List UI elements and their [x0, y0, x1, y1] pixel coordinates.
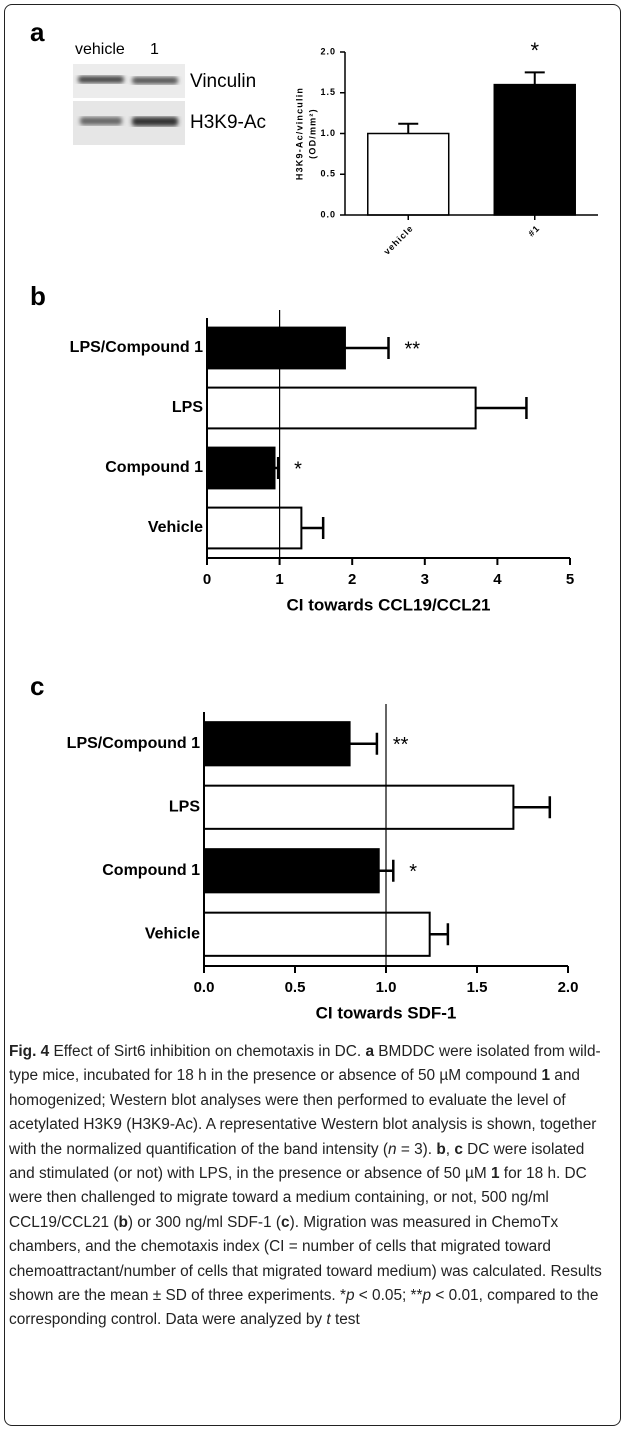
- category-label: Compound 1: [105, 459, 203, 476]
- significance-mark: **: [393, 734, 409, 756]
- caption-run: 1: [491, 1165, 500, 1182]
- bar: [207, 328, 345, 369]
- caption-run: = 3).: [397, 1141, 437, 1158]
- caption-run: c: [281, 1214, 290, 1231]
- caption-run: b: [436, 1141, 445, 1158]
- figure-caption: Fig. 4 Effect of Sirt6 inhibition on che…: [9, 1040, 613, 1333]
- caption-run: < 0.05; **: [355, 1287, 423, 1304]
- x-axis-label: CI towards SDF-1: [316, 1003, 457, 1022]
- y-tick-label: 2.0: [320, 46, 336, 56]
- bar: [368, 134, 449, 216]
- y-axis-label: H3K9-Ac/vinculin: [294, 87, 304, 180]
- significance-mark: *: [530, 38, 539, 63]
- blot-band: [80, 117, 122, 125]
- x-tick-label: 5: [566, 571, 574, 588]
- figure-panels: a b c vehicle 1 Vinculin H3K9-Ac 0.0 0.5 1…: [0, 0, 627, 1035]
- category-label: LPS: [172, 399, 203, 416]
- caption-run: test: [331, 1311, 360, 1328]
- bar: [204, 913, 430, 956]
- significance-mark: *: [409, 861, 417, 883]
- panel-label: b: [30, 281, 46, 311]
- category-label: LPS: [169, 798, 200, 815]
- panel-label: c: [30, 671, 44, 701]
- blot-lane-label: vehicle: [75, 41, 125, 58]
- bar: [204, 786, 513, 829]
- blot-band: [78, 76, 124, 83]
- y-tick-label: 0.0: [320, 209, 336, 219]
- caption-run: 1: [541, 1067, 550, 1084]
- significance-mark: *: [294, 458, 302, 480]
- blot-lane-label: 1: [150, 41, 159, 58]
- x-tick-label: #1: [526, 223, 542, 239]
- category-label: Compound 1: [102, 862, 200, 879]
- blot-band-label: Vinculin: [190, 71, 256, 92]
- caption-run: c: [454, 1141, 463, 1158]
- caption-run: Effect of Sirt6 inhibition on chemotaxis…: [49, 1043, 365, 1060]
- category-label: Vehicle: [145, 925, 200, 942]
- figure-page: a b c vehicle 1 Vinculin H3K9-Ac 0.0 0.5 1…: [0, 0, 627, 1432]
- x-tick-label: 2.0: [558, 979, 579, 996]
- caption-run: ) or 300 ng/ml SDF-1 (: [128, 1214, 281, 1231]
- y-tick-label: 1.5: [320, 87, 336, 97]
- category-label: LPS/Compound 1: [67, 735, 200, 752]
- x-tick-label: 1.5: [467, 979, 488, 996]
- category-label: LPS/Compound 1: [70, 339, 203, 356]
- bar: [204, 722, 350, 765]
- blot-band: [132, 77, 178, 84]
- x-tick-label: 0: [203, 571, 211, 588]
- caption-run: b: [119, 1214, 128, 1231]
- bar: [494, 85, 575, 215]
- blot-band: [132, 117, 178, 126]
- caption-run: p: [423, 1287, 432, 1304]
- caption-run: n: [388, 1141, 397, 1158]
- category-label: Vehicle: [148, 519, 203, 536]
- x-tick-label: vehicle: [382, 223, 416, 257]
- x-tick-label: 1.0: [376, 979, 397, 996]
- bar: [204, 849, 379, 892]
- blot-band-label: H3K9-Ac: [190, 112, 266, 133]
- y-tick-label: 0.5: [320, 169, 336, 179]
- x-tick-label: 0.5: [285, 979, 306, 996]
- x-axis-label: CI towards CCL19/CCL21: [286, 595, 490, 614]
- caption-run: p: [346, 1287, 355, 1304]
- x-tick-label: 4: [493, 571, 502, 588]
- y-tick-label: 1.0: [320, 128, 336, 138]
- bar: [207, 388, 476, 429]
- panel-label: a: [30, 17, 45, 47]
- y-axis-label: (OD/mm²): [307, 108, 317, 159]
- bar: [207, 508, 301, 549]
- caption-run: a: [365, 1043, 374, 1060]
- caption-run: Fig. 4: [9, 1043, 49, 1060]
- bar: [207, 448, 275, 489]
- x-tick-label: 2: [348, 571, 356, 588]
- x-tick-label: 1: [275, 571, 283, 588]
- x-tick-label: 3: [421, 571, 429, 588]
- significance-mark: **: [405, 338, 421, 360]
- x-tick-label: 0.0: [194, 979, 215, 996]
